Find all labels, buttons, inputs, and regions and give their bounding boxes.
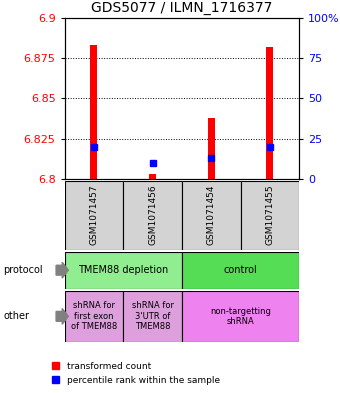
Bar xyxy=(123,291,182,342)
Bar xyxy=(65,181,123,250)
Bar xyxy=(266,47,273,179)
Text: protocol: protocol xyxy=(3,265,43,275)
Bar xyxy=(149,174,156,179)
Bar xyxy=(123,181,182,250)
Legend: transformed count, percentile rank within the sample: transformed count, percentile rank withi… xyxy=(52,362,220,385)
Text: control: control xyxy=(224,265,257,275)
Text: GSM1071454: GSM1071454 xyxy=(207,185,216,245)
Title: GDS5077 / ILMN_1716377: GDS5077 / ILMN_1716377 xyxy=(91,1,273,15)
Text: GSM1071457: GSM1071457 xyxy=(89,185,98,246)
Text: GSM1071456: GSM1071456 xyxy=(148,185,157,246)
Bar xyxy=(65,252,182,289)
Bar xyxy=(182,252,299,289)
Bar xyxy=(65,291,123,342)
Text: other: other xyxy=(3,311,29,321)
Text: non-targetting
shRNA: non-targetting shRNA xyxy=(210,307,271,326)
Bar xyxy=(208,118,215,179)
Bar xyxy=(240,181,299,250)
Text: TMEM88 depletion: TMEM88 depletion xyxy=(78,265,168,275)
Text: shRNA for
3'UTR of
TMEM88: shRNA for 3'UTR of TMEM88 xyxy=(132,301,174,331)
Text: GSM1071455: GSM1071455 xyxy=(266,185,274,246)
Bar xyxy=(182,291,299,342)
Text: shRNA for
first exon
of TMEM88: shRNA for first exon of TMEM88 xyxy=(71,301,117,331)
Bar xyxy=(182,181,240,250)
Bar xyxy=(90,45,98,179)
